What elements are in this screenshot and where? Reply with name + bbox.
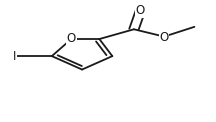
Text: O: O — [160, 31, 169, 44]
Text: O: O — [67, 32, 76, 45]
Text: O: O — [136, 4, 145, 17]
Text: I: I — [13, 50, 16, 63]
